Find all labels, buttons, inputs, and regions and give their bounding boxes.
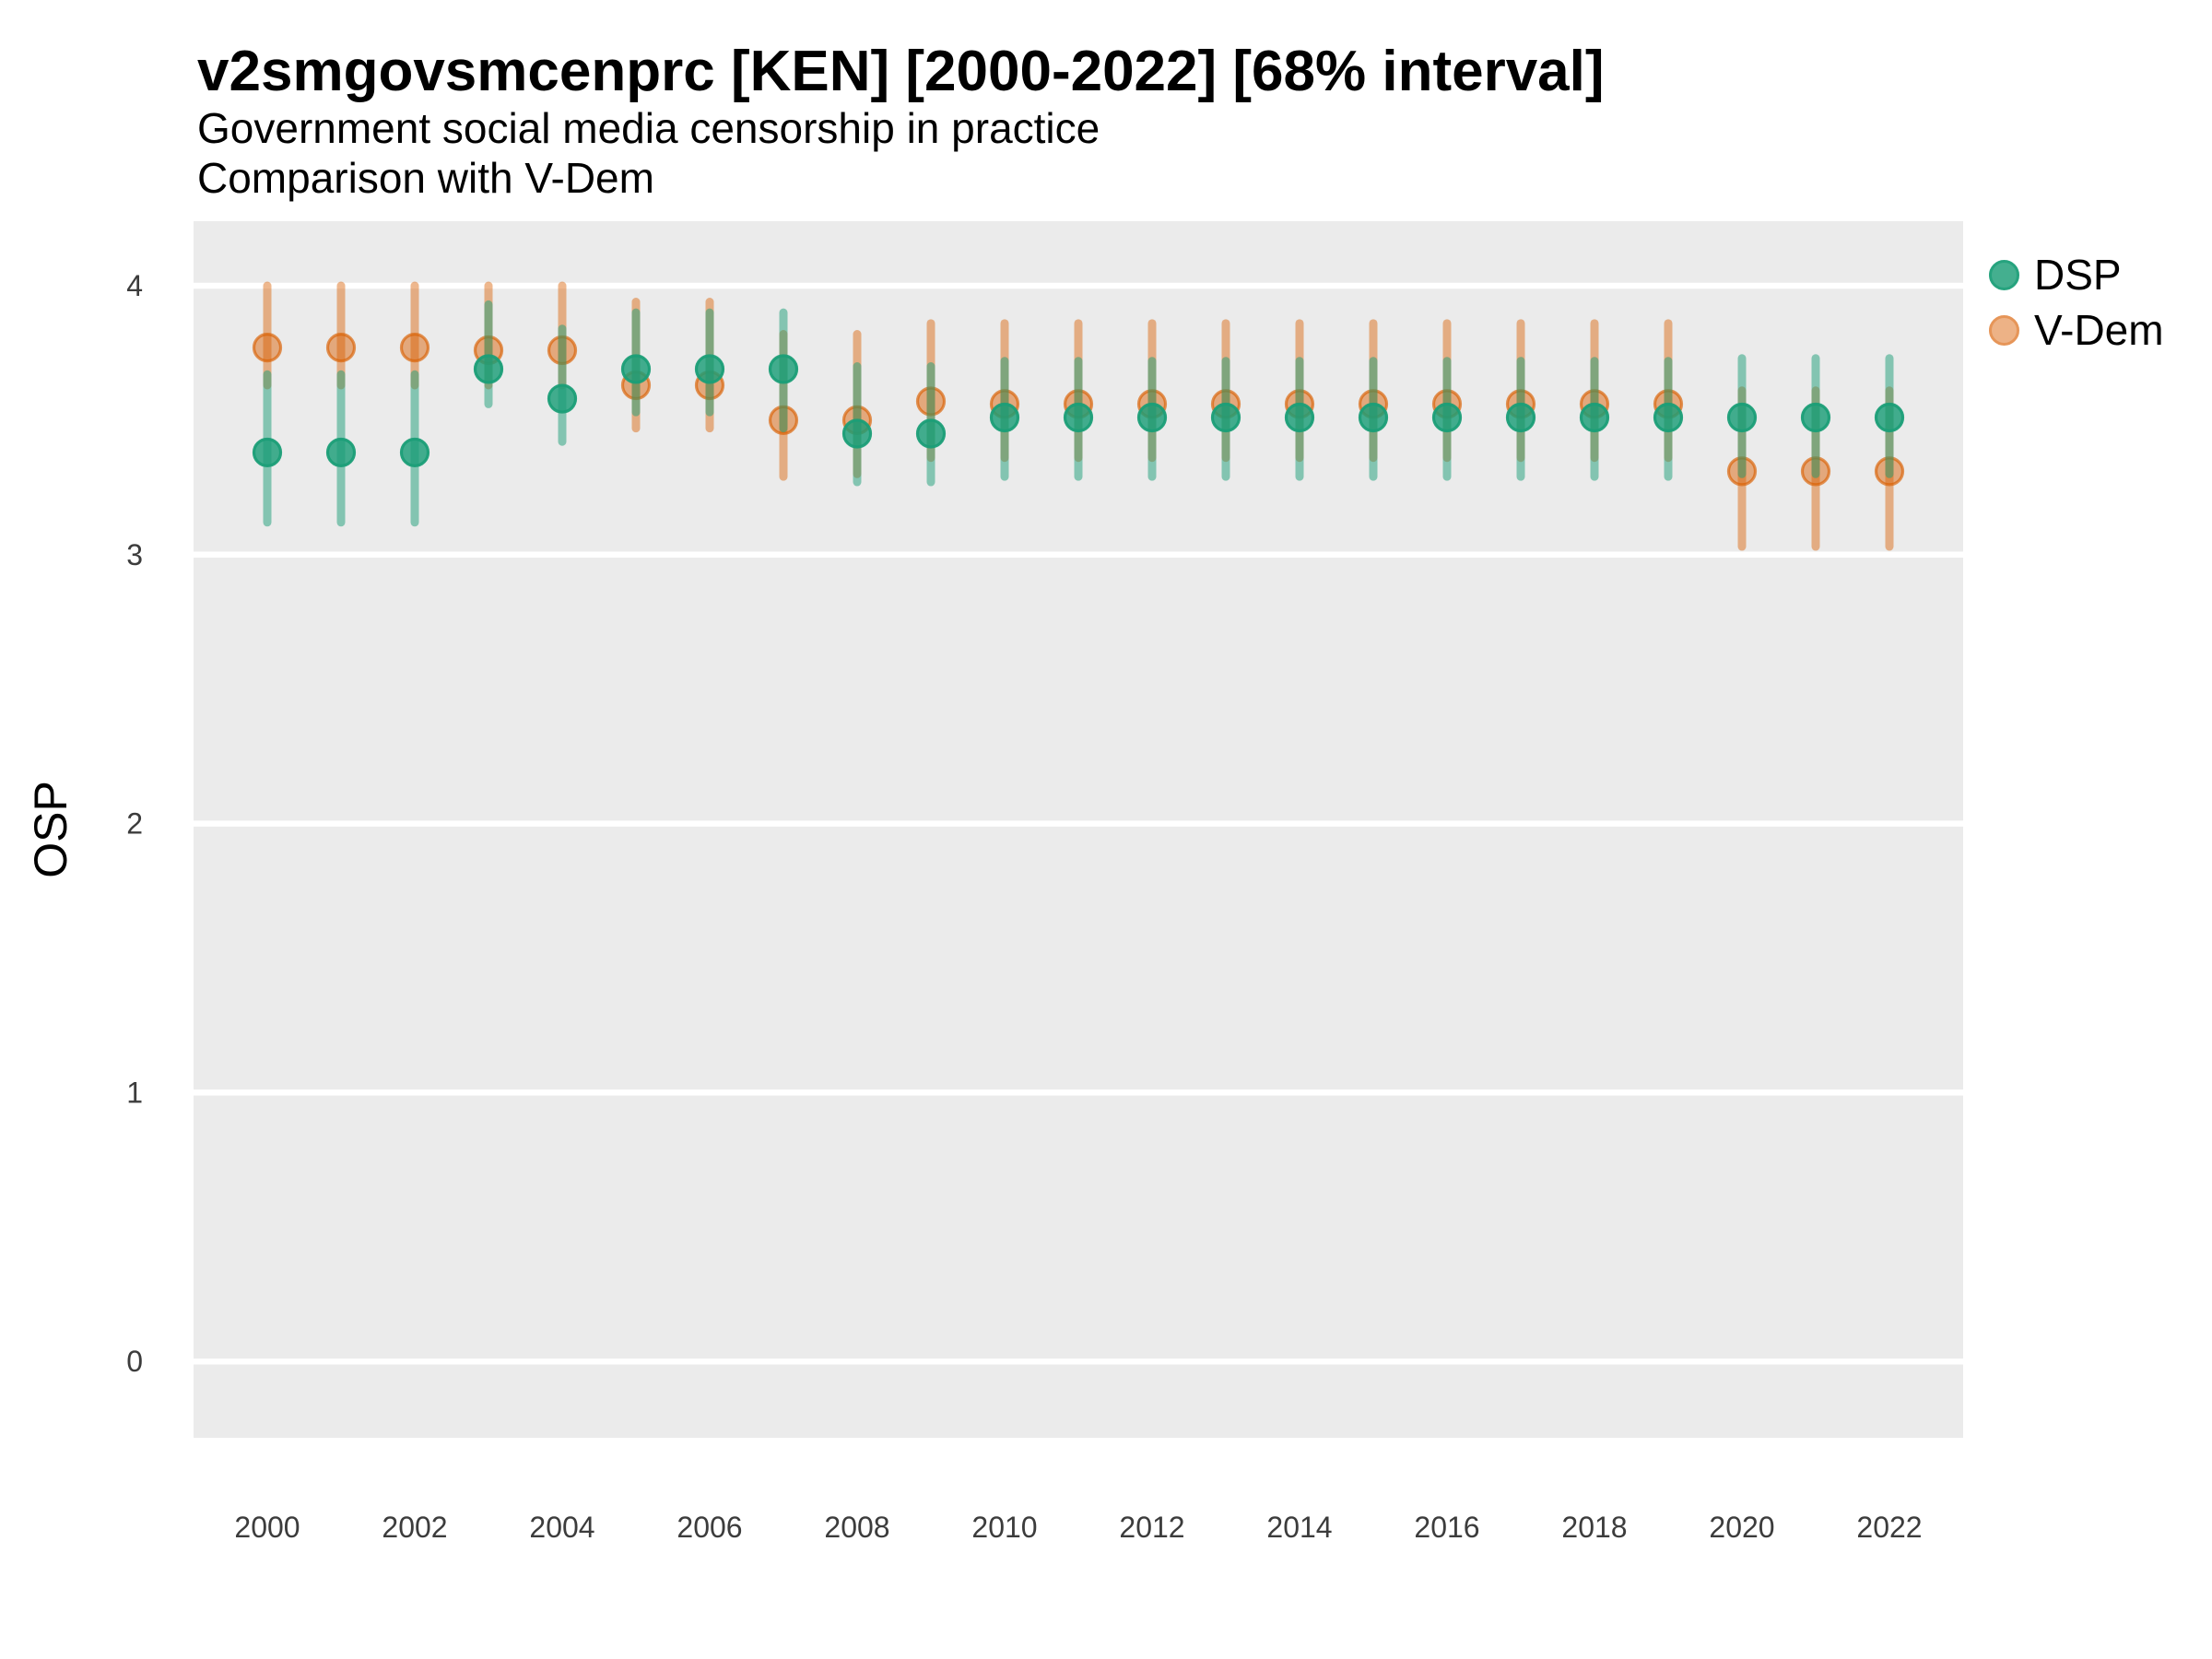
dsp-point-2008 — [841, 418, 873, 449]
x-tick-label-2022: 2022 — [1856, 1511, 1922, 1544]
x-tick-label-2008: 2008 — [824, 1511, 889, 1544]
x-tick-label-2016: 2016 — [1414, 1511, 1479, 1544]
x-tick-label-2012: 2012 — [1119, 1511, 1184, 1544]
page-title: v2smgovsmcenprc [KEN] [2000-2022] [68% i… — [197, 40, 1605, 103]
v-dem-point-2002 — [399, 333, 430, 363]
dsp-point-2009 — [915, 418, 947, 449]
x-tick-label-2004: 2004 — [529, 1511, 594, 1544]
dsp-point-2010 — [989, 402, 1020, 433]
dsp-point-2016 — [1431, 402, 1463, 433]
dsp-point-2011 — [1063, 402, 1094, 433]
y-tick-label-4: 4 — [126, 269, 143, 302]
y-tick-label-0: 0 — [126, 1345, 143, 1378]
dsp-point-2022 — [1874, 402, 1905, 433]
dsp-point-2021 — [1800, 402, 1831, 433]
chart-subtitle-comparison: Comparison with V-Dem — [197, 154, 654, 202]
axis-labels: 0 1 2 3 4 2000 2002 2004 2006 2008 2010 2012 2014 201… — [126, 269, 1922, 1544]
dsp-point-2005 — [620, 354, 652, 384]
pointrange-series — [252, 281, 1905, 551]
x-tick-label-2020: 2020 — [1709, 1511, 1774, 1544]
dsp-point-2006 — [694, 354, 725, 384]
gridlines — [194, 282, 1963, 1365]
dsp-point-2019 — [1653, 402, 1684, 433]
x-tick-label-2018: 2018 — [1561, 1511, 1627, 1544]
dsp-point-2000 — [252, 437, 283, 468]
x-tick-label-2014: 2014 — [1266, 1511, 1332, 1544]
y-tick-label-3: 3 — [126, 538, 143, 571]
dsp-point-2013 — [1210, 402, 1241, 433]
legend-item-dsp: DSP — [1989, 247, 2164, 302]
series-dsp — [252, 300, 1905, 527]
dsp-point-2003 — [473, 354, 504, 384]
vdem-point-icon — [1989, 314, 2019, 346]
x-tick-label-2010: 2010 — [971, 1511, 1037, 1544]
dsp-point-2015 — [1358, 402, 1389, 433]
y-axis-title: OSP — [25, 781, 76, 878]
dsp-point-icon — [1989, 259, 2019, 290]
y-tick-label-2: 2 — [126, 807, 143, 841]
dsp-point-2001 — [325, 437, 357, 468]
chart-subtitle: Government social media censorship in pr… — [197, 104, 1100, 152]
x-tick-label-2000: 2000 — [234, 1511, 300, 1544]
v-dem-point-2001 — [325, 333, 357, 363]
dsp-point-2020 — [1726, 402, 1758, 433]
dsp-point-2014 — [1284, 402, 1315, 433]
dsp-point-2017 — [1505, 402, 1536, 433]
y-tick-label-1: 1 — [126, 1076, 143, 1109]
dsp-point-2012 — [1136, 402, 1168, 433]
legend-label-vdem: V-Dem — [2034, 306, 2164, 354]
legend: DSP V-Dem — [1989, 247, 2164, 358]
x-tick-label-2002: 2002 — [382, 1511, 447, 1544]
dsp-point-2002 — [399, 437, 430, 468]
legend-item-vdem: V-Dem — [1989, 302, 2164, 358]
x-tick-label-2006: 2006 — [677, 1511, 742, 1544]
dsp-point-2007 — [768, 354, 799, 384]
legend-label-dsp: DSP — [2034, 251, 2122, 299]
v-dem-point-2000 — [252, 333, 283, 363]
dsp-point-2004 — [547, 383, 578, 414]
dsp-point-2018 — [1579, 402, 1610, 433]
